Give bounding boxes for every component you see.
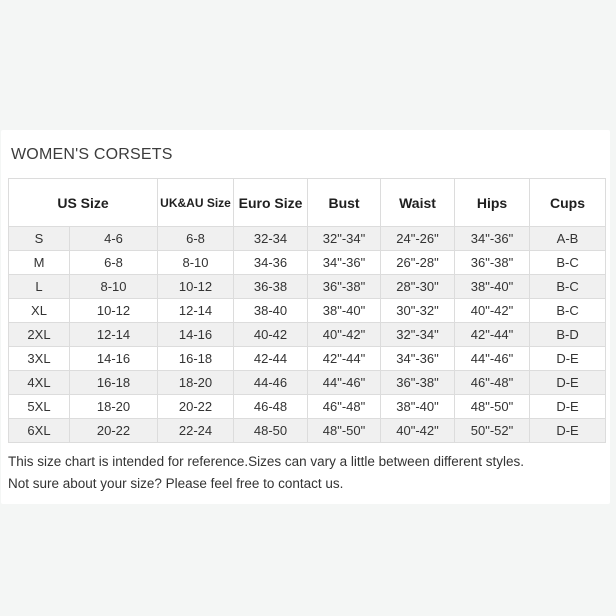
table-cell: 6XL bbox=[8, 418, 70, 443]
table-cell: 32-34 bbox=[233, 226, 309, 251]
table-cell: 42"-44" bbox=[307, 346, 382, 371]
table-cell: 44-46 bbox=[233, 370, 309, 395]
table-cell: B-C bbox=[529, 298, 607, 323]
table-cell: 10-12 bbox=[157, 274, 235, 299]
col-header-ukau-size: UK&AU Size bbox=[157, 178, 235, 227]
table-cell: 42"-44" bbox=[454, 322, 531, 347]
table-cell: 36"-38" bbox=[454, 250, 531, 275]
table-cell: B-C bbox=[529, 250, 607, 275]
table-cell: 32"-34" bbox=[380, 322, 456, 347]
table-cell: 34"-36" bbox=[307, 250, 382, 275]
col-header-us-size: US Size bbox=[7, 178, 159, 227]
table-cell: 40"-42" bbox=[454, 298, 531, 323]
table-cell: 44"-46" bbox=[307, 370, 382, 395]
table-cell: A-B bbox=[529, 226, 607, 251]
table-cell: 2XL bbox=[8, 322, 70, 347]
table-cell: 30"-32" bbox=[380, 298, 456, 323]
table-cell: 12-14 bbox=[68, 322, 159, 347]
footer-note-line2: Not sure about your size? Please feel fr… bbox=[8, 476, 344, 491]
table-cell: 28"-30" bbox=[380, 274, 456, 299]
table-cell: 14-16 bbox=[68, 346, 159, 371]
table-cell: B-C bbox=[529, 274, 607, 299]
table-cell: 50"-52" bbox=[454, 418, 531, 443]
table-cell: 32"-34" bbox=[307, 226, 382, 251]
table-cell: 14-16 bbox=[157, 322, 235, 347]
table-cell: 34"-36" bbox=[454, 226, 531, 251]
table-cell: 36"-38" bbox=[380, 370, 456, 395]
col-header-waist: Waist bbox=[380, 178, 456, 227]
table-cell: 8-10 bbox=[157, 250, 235, 275]
table-cell: 6-8 bbox=[157, 226, 235, 251]
col-header-bust: Bust bbox=[307, 178, 382, 227]
table-cell: 18-20 bbox=[157, 370, 235, 395]
table-row: L 8-10 10-12 36-38 36"-38" 28"-30" 38"-40" B-C bbox=[8, 274, 607, 299]
table-row: 6XL 20-22 22-24 48-50 48"-50" 40"-42" 50"-52" D… bbox=[8, 418, 607, 443]
table-cell: D-E bbox=[529, 418, 607, 443]
table-row: M 6-8 8-10 34-36 34"-36" 26"-28" 36"-38" B-C bbox=[8, 250, 607, 275]
table-cell: D-E bbox=[529, 394, 607, 419]
table-cell: 12-14 bbox=[157, 298, 235, 323]
table-cell: 48"-50" bbox=[307, 418, 382, 443]
table-cell: 38"-40" bbox=[307, 298, 382, 323]
table-row: 5XL 18-20 20-22 46-48 46"-48" 38"-40" 48"-50" D… bbox=[8, 394, 607, 419]
table-cell: M bbox=[8, 250, 70, 275]
table-cell: 16-18 bbox=[68, 370, 159, 395]
size-chart-table: US Size UK&AU Size Euro Size Bust Waist … bbox=[7, 178, 607, 443]
footer-note-line1: This size chart is intended for referenc… bbox=[8, 454, 524, 469]
page-title: WOMEN'S CORSETS bbox=[11, 146, 173, 163]
table-cell: 8-10 bbox=[68, 274, 159, 299]
table-cell: 40"-42" bbox=[307, 322, 382, 347]
table-cell: 40-42 bbox=[233, 322, 309, 347]
col-header-hips: Hips bbox=[454, 178, 531, 227]
table-cell: 6-8 bbox=[68, 250, 159, 275]
size-chart-card: WOMEN'S CORSETS US Size UK&AU Size Euro … bbox=[1, 130, 610, 504]
table-cell: 4XL bbox=[8, 370, 70, 395]
table-body: S 4-6 6-8 32-34 32"-34" 24"-26" 34"-36" A-B M 6-8… bbox=[8, 226, 607, 443]
table-row: 4XL 16-18 18-20 44-46 44"-46" 36"-38" 46"-48" D… bbox=[8, 370, 607, 395]
table-cell: L bbox=[8, 274, 70, 299]
table-cell: 48"-50" bbox=[454, 394, 531, 419]
table-cell: 38-40 bbox=[233, 298, 309, 323]
table-cell: 34"-36" bbox=[380, 346, 456, 371]
table-cell: 3XL bbox=[8, 346, 70, 371]
table-cell: 24"-26" bbox=[380, 226, 456, 251]
table-row: 2XL 12-14 14-16 40-42 40"-42" 32"-34" 42"-44" B… bbox=[8, 322, 607, 347]
table-row: XL 10-12 12-14 38-40 38"-40" 30"-32" 40"-42" B-… bbox=[8, 298, 607, 323]
table-row: S 4-6 6-8 32-34 32"-34" 24"-26" 34"-36" A-B bbox=[8, 226, 607, 251]
table-cell: 26"-28" bbox=[380, 250, 456, 275]
table-cell: 5XL bbox=[8, 394, 70, 419]
table-cell: 20-22 bbox=[157, 394, 235, 419]
table-cell: 34-36 bbox=[233, 250, 309, 275]
table-cell: 38"-40" bbox=[380, 394, 456, 419]
table-header-row: US Size UK&AU Size Euro Size Bust Waist … bbox=[7, 178, 607, 227]
table-cell: 16-18 bbox=[157, 346, 235, 371]
table-cell: 10-12 bbox=[68, 298, 159, 323]
table-cell: 46-48 bbox=[233, 394, 309, 419]
col-header-cups: Cups bbox=[529, 178, 607, 227]
table-cell: 46"-48" bbox=[307, 394, 382, 419]
table-cell: B-D bbox=[529, 322, 607, 347]
table-cell: 18-20 bbox=[68, 394, 159, 419]
table-row: 3XL 14-16 16-18 42-44 42"-44" 34"-36" 44"-46" D… bbox=[8, 346, 607, 371]
table-cell: 40"-42" bbox=[380, 418, 456, 443]
table-cell: 22-24 bbox=[157, 418, 235, 443]
table-cell: 44"-46" bbox=[454, 346, 531, 371]
col-header-euro-size: Euro Size bbox=[233, 178, 309, 227]
table-cell: 38"-40" bbox=[454, 274, 531, 299]
table-cell: 4-6 bbox=[68, 226, 159, 251]
table-cell: 48-50 bbox=[233, 418, 309, 443]
table-cell: 36"-38" bbox=[307, 274, 382, 299]
table-cell: 46"-48" bbox=[454, 370, 531, 395]
table-cell: 36-38 bbox=[233, 274, 309, 299]
table-cell: S bbox=[8, 226, 70, 251]
table-cell: D-E bbox=[529, 346, 607, 371]
table-cell: D-E bbox=[529, 370, 607, 395]
table-cell: XL bbox=[8, 298, 70, 323]
table-cell: 42-44 bbox=[233, 346, 309, 371]
table-cell: 20-22 bbox=[68, 418, 159, 443]
